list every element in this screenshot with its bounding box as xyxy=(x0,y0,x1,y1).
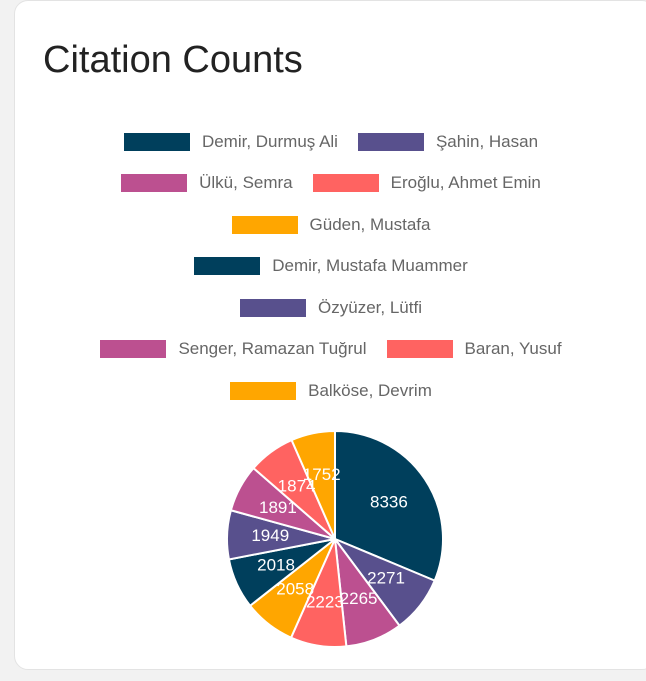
legend-item: Demir, Durmuş Ali xyxy=(123,131,338,152)
legend-row: Balköse, Devrim xyxy=(15,370,646,412)
legend-row: Ülkü, Semra Eroğlu, Ahmet Emin xyxy=(15,163,646,205)
legend-row: Demir, Mustafa Muammer xyxy=(15,246,646,288)
legend-item: Baran, Yusuf xyxy=(386,339,562,359)
legend-row: Senger, Ramazan Tuğrul Baran, Yusuf xyxy=(15,329,646,371)
legend-row: Özyüzer, Lütfi xyxy=(15,287,646,329)
legend-row: Güden, Mustafa xyxy=(15,204,646,246)
legend: Demir, Durmuş Ali Şahin, Hasan Ülkü, Semra… xyxy=(15,121,646,412)
legend-item: Senger, Ramazan Tuğrul xyxy=(100,339,367,359)
legend-swatch xyxy=(240,298,307,317)
legend-label: Eroğlu, Ahmet Emin xyxy=(390,173,541,193)
legend-swatch xyxy=(357,132,424,151)
legend-item: Özyüzer, Lütfi xyxy=(240,298,422,318)
data-label: 2058 xyxy=(276,580,314,599)
legend-item: Eroğlu, Ahmet Emin xyxy=(312,173,541,193)
legend-label: Balköse, Devrim xyxy=(308,380,432,400)
legend-item: Güden, Mustafa xyxy=(231,214,431,235)
legend-swatch xyxy=(121,174,188,193)
legend-label: Baran, Yusuf xyxy=(464,339,562,359)
legend-label: Senger, Ramazan Tuğrul xyxy=(178,339,367,359)
legend-label: Demir, Durmuş Ali xyxy=(201,131,338,151)
legend-item: Demir, Mustafa Muammer xyxy=(194,256,468,276)
data-label: 2018 xyxy=(257,555,295,574)
pie-slice xyxy=(334,429,444,582)
pie-slice xyxy=(290,429,336,540)
data-label: 1752 xyxy=(303,465,341,484)
legend-label: Şahin, Hasan xyxy=(435,131,539,151)
legend-swatch xyxy=(230,381,297,400)
legend-item: Ülkü, Semra xyxy=(121,173,293,193)
legend-label: Güden, Mustafa xyxy=(309,214,431,234)
legend-item: Balköse, Devrim xyxy=(230,381,432,401)
legend-item: Şahin, Hasan xyxy=(357,131,539,152)
data-label: 1874 xyxy=(278,476,316,495)
legend-swatch xyxy=(123,132,190,151)
legend-swatch xyxy=(194,257,261,276)
chart-title: Citation Counts xyxy=(43,39,303,81)
legend-swatch xyxy=(386,340,453,359)
card: Citation Counts Demir, Durmuş Ali Şahin, … xyxy=(14,0,646,670)
data-label: 2265 xyxy=(340,589,378,608)
legend-label: Ülkü, Semra xyxy=(199,173,293,193)
data-label: 2223 xyxy=(306,592,344,611)
data-label: 8336 xyxy=(370,493,408,512)
legend-row: Demir, Durmuş Ali Şahin, Hasan xyxy=(15,121,646,163)
legend-swatch xyxy=(312,174,379,193)
legend-label: Özyüzer, Lütfi xyxy=(318,297,422,317)
legend-label: Demir, Mustafa Muammer xyxy=(272,256,468,276)
data-label: 1891 xyxy=(259,498,297,517)
data-label: 1949 xyxy=(251,526,289,545)
data-label: 2271 xyxy=(367,568,405,587)
legend-swatch xyxy=(231,215,298,234)
legend-swatch xyxy=(100,340,167,359)
